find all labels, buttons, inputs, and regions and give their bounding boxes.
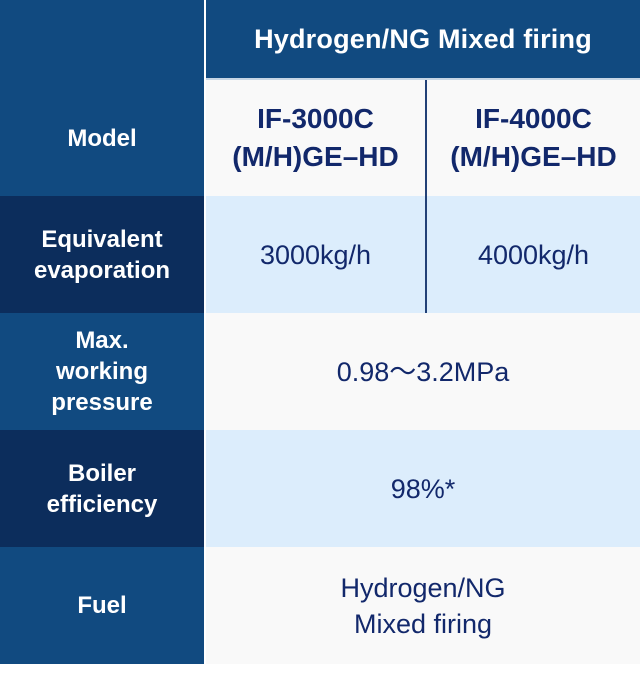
header-divider — [204, 0, 206, 80]
row-divider — [204, 430, 206, 547]
row-divider — [204, 547, 206, 664]
evaporation-cell-b: 4000kg/h — [427, 196, 640, 313]
evaporation-cell-a: 3000kg/h — [206, 196, 425, 313]
model-cell-a: IF-3000C (M/H)GE–HD — [206, 80, 425, 196]
row-divider — [204, 313, 206, 430]
row-divider — [204, 196, 206, 313]
spec-table: Hydrogen/NG Mixed firing Model IF-3000C … — [0, 0, 640, 664]
efficiency-cell: 98%* — [206, 430, 640, 547]
row-label-fuel: Fuel — [0, 547, 204, 664]
row-divider — [204, 80, 206, 196]
fuel-cell: Hydrogen/NG Mixed firing — [206, 547, 640, 664]
row-label-pressure: Max. working pressure — [0, 313, 204, 430]
model-cell-b: IF-4000C (M/H)GE–HD — [427, 80, 640, 196]
row-label-efficiency: Boiler efficiency — [0, 430, 204, 547]
table-corner — [0, 0, 204, 80]
table-header-title: Hydrogen/NG Mixed firing — [206, 0, 640, 78]
column-divider — [425, 80, 427, 196]
header-separator — [206, 78, 640, 80]
column-divider — [425, 196, 427, 313]
row-label-evaporation: Equivalent evaporation — [0, 196, 204, 313]
pressure-cell: 0.98〜3.2MPa — [206, 313, 640, 430]
row-label-model: Model — [0, 80, 204, 196]
